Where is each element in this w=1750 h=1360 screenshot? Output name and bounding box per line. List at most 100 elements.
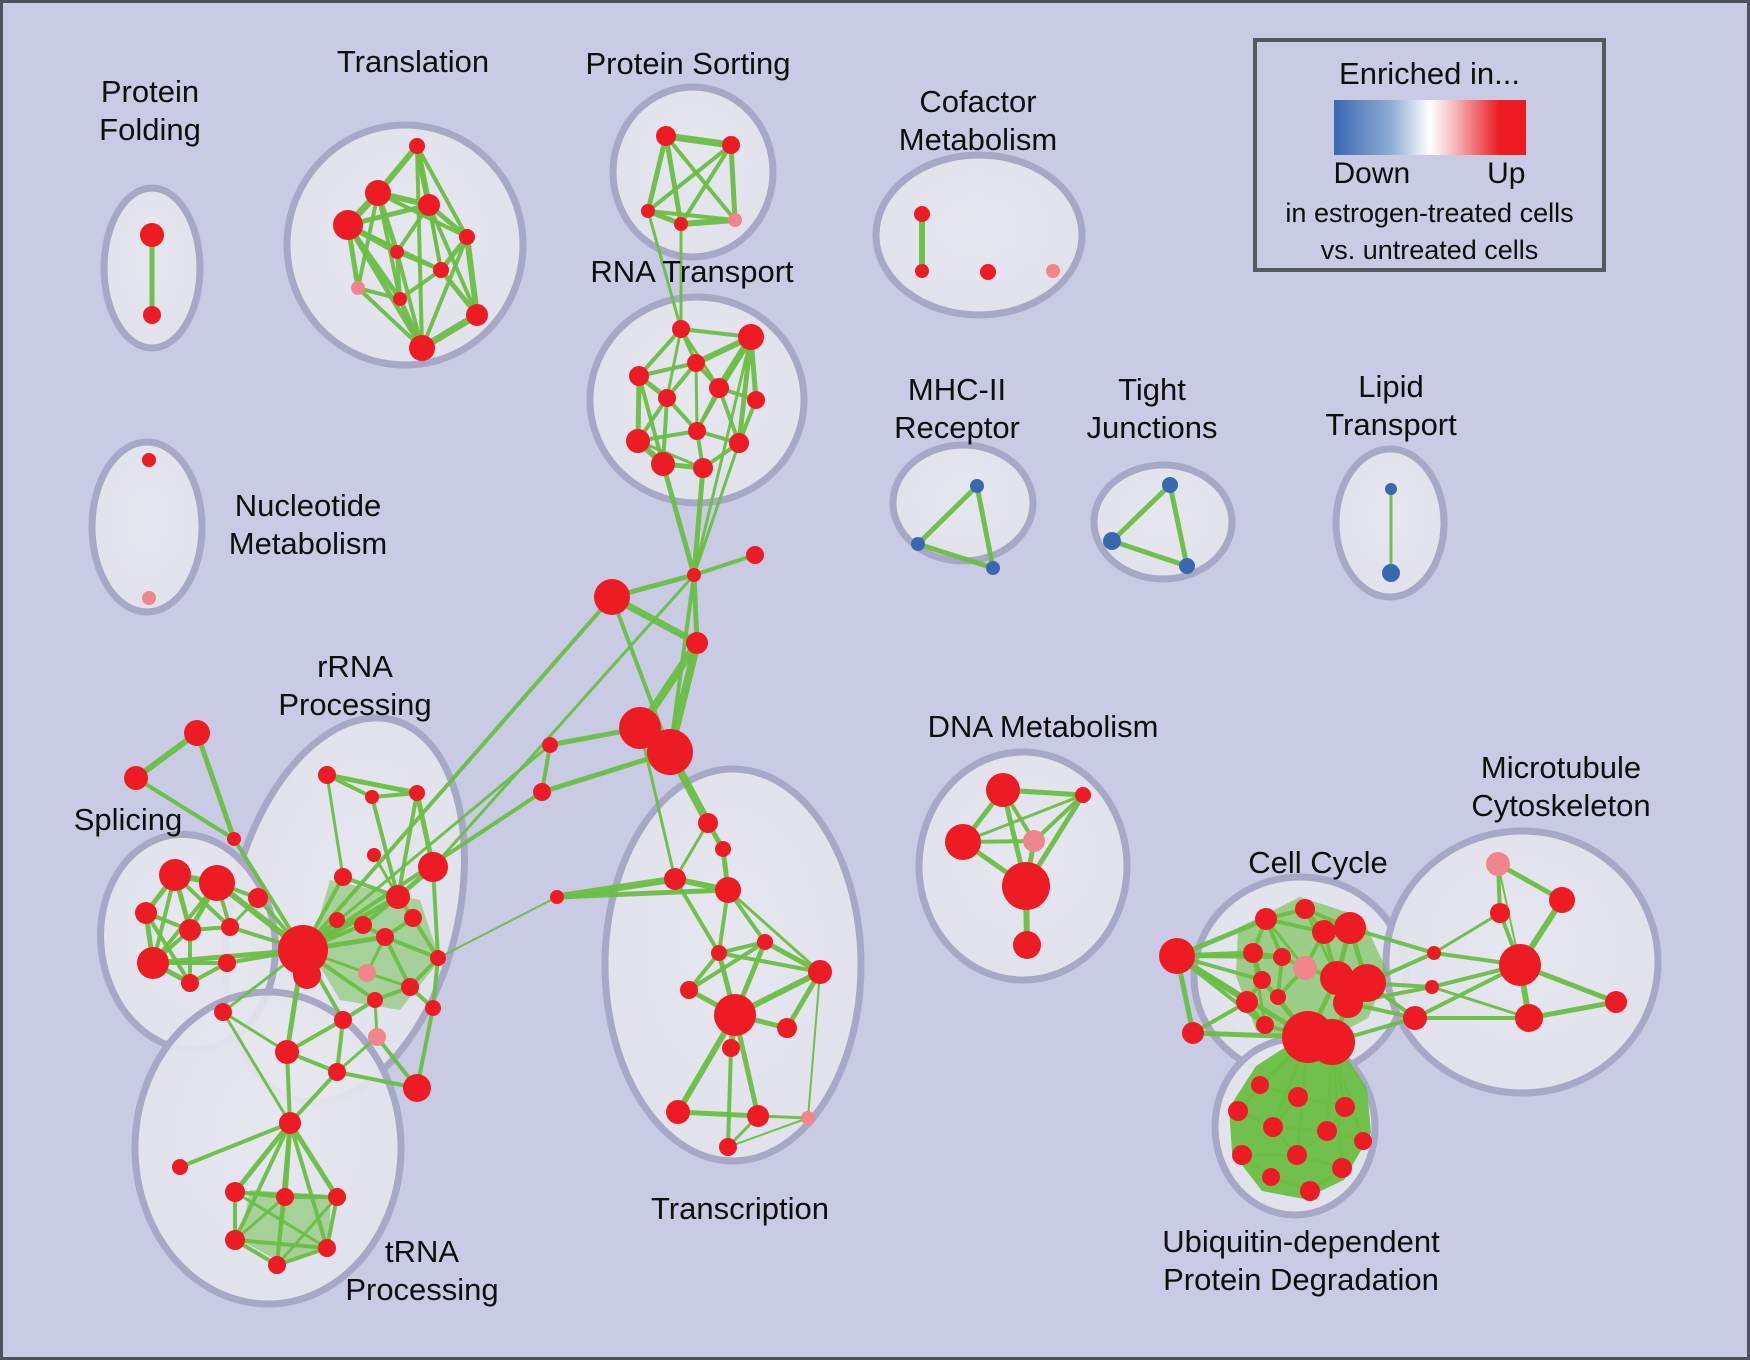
gene-set-node-cc1[interactable] (1159, 938, 1195, 974)
gene-set-node-ch7[interactable] (542, 737, 558, 753)
gene-set-node-tn6[interactable] (268, 1256, 286, 1274)
gene-set-node-rr7[interactable] (386, 885, 410, 909)
gene-set-node-tn4[interactable] (225, 1230, 245, 1250)
gene-set-node-tn3[interactable] (328, 1188, 346, 1206)
gene-set-node-ub6[interactable] (1317, 1121, 1337, 1141)
gene-set-node-dn2[interactable] (1075, 787, 1091, 803)
gene-set-node-sp5[interactable] (221, 918, 239, 936)
gene-set-node-cc13[interactable] (1236, 991, 1258, 1013)
gene-set-node-ch8[interactable] (533, 783, 551, 801)
gene-set-node-tg3[interactable] (227, 832, 241, 846)
gene-set-node-rr22[interactable] (403, 1074, 431, 1102)
gene-set-node-cc3[interactable] (1255, 908, 1277, 930)
gene-set-node-cc10[interactable] (1320, 961, 1354, 995)
gene-set-node-sp7[interactable] (181, 974, 199, 992)
gene-set-node-sp9[interactable] (248, 888, 268, 908)
gene-set-node-rr19[interactable] (275, 1040, 299, 1064)
gene-set-node-tx10[interactable] (714, 994, 756, 1036)
gene-set-node-cc18[interactable] (1309, 1019, 1355, 1065)
gene-set-node-rr3[interactable] (409, 785, 425, 801)
gene-set-node-rr6[interactable] (418, 852, 448, 882)
gene-set-node-cc2[interactable] (1182, 1022, 1204, 1044)
gene-set-node-tr5[interactable] (459, 229, 475, 245)
gene-set-node-rr14[interactable] (401, 978, 419, 996)
gene-set-node-tx15[interactable] (801, 1111, 815, 1125)
gene-set-node-ps4[interactable] (674, 217, 688, 231)
gene-set-node-rt6[interactable] (658, 389, 676, 407)
gene-set-node-mc3[interactable] (1490, 903, 1510, 923)
gene-set-node-rt5[interactable] (709, 378, 729, 398)
gene-set-node-rr5[interactable] (334, 868, 352, 886)
gene-set-node-rr9[interactable] (354, 916, 372, 934)
gene-set-node-ps1[interactable] (656, 126, 676, 146)
gene-set-node-tn2[interactable] (276, 1188, 294, 1206)
gene-set-node-nu1[interactable] (142, 453, 156, 467)
gene-set-node-tn5[interactable] (318, 1239, 336, 1257)
gene-set-node-lp2[interactable] (1382, 564, 1400, 582)
gene-set-node-rr18[interactable] (368, 1028, 386, 1046)
gene-set-node-rr4[interactable] (367, 848, 381, 862)
gene-set-node-tx9[interactable] (680, 981, 698, 999)
gene-set-node-tr9[interactable] (393, 292, 407, 306)
gene-set-node-sp8[interactable] (218, 954, 236, 972)
gene-set-node-cc4[interactable] (1295, 899, 1315, 919)
gene-set-node-cf4[interactable] (1046, 264, 1060, 278)
gene-set-node-ch3[interactable] (594, 579, 630, 615)
gene-set-node-rr13[interactable] (358, 964, 376, 982)
gene-set-node-cc5[interactable] (1312, 920, 1336, 944)
gene-set-node-ub12[interactable] (1300, 1181, 1320, 1201)
gene-set-node-ub9[interactable] (1287, 1145, 1307, 1165)
gene-set-node-tx13[interactable] (666, 1100, 690, 1124)
gene-set-node-dn6[interactable] (1013, 931, 1041, 959)
gene-set-node-tx16[interactable] (719, 1138, 737, 1156)
gene-set-node-tn1[interactable] (225, 1182, 245, 1202)
gene-set-node-mc4[interactable] (1499, 944, 1541, 986)
gene-set-node-ps5[interactable] (728, 213, 742, 227)
gene-set-node-tj3[interactable] (1179, 558, 1195, 574)
gene-set-node-rr21[interactable] (214, 1003, 232, 1021)
gene-set-node-tr3[interactable] (333, 210, 363, 240)
gene-set-node-tx1[interactable] (698, 813, 718, 833)
gene-set-node-rrh[interactable] (278, 925, 328, 975)
gene-set-node-tr4[interactable] (418, 194, 440, 216)
gene-set-node-rr16[interactable] (425, 1000, 441, 1016)
gene-set-node-tx7[interactable] (711, 945, 727, 961)
gene-set-node-rt1[interactable] (672, 320, 690, 338)
gene-set-node-ch1[interactable] (687, 568, 701, 582)
gene-set-node-rt3[interactable] (687, 354, 705, 372)
gene-set-node-rr15[interactable] (367, 992, 383, 1008)
gene-set-node-ub2[interactable] (1288, 1087, 1308, 1107)
gene-set-node-tx5[interactable] (715, 877, 741, 903)
gene-set-node-cc7[interactable] (1243, 943, 1263, 963)
gene-set-node-dn4[interactable] (1023, 830, 1045, 852)
gene-set-node-tr8[interactable] (351, 281, 365, 295)
gene-set-node-rt8[interactable] (688, 422, 706, 440)
gene-set-node-pf2[interactable] (143, 306, 161, 324)
gene-set-node-cc16[interactable] (1256, 1016, 1274, 1034)
gene-set-node-cc8[interactable] (1273, 948, 1291, 966)
gene-set-node-mh1[interactable] (970, 479, 984, 493)
gene-set-node-sp6[interactable] (137, 947, 169, 979)
gene-set-node-mc2[interactable] (1549, 887, 1575, 913)
gene-set-node-ub11[interactable] (1262, 1168, 1280, 1186)
gene-set-node-mc5[interactable] (1515, 1004, 1543, 1032)
gene-set-node-trh[interactable] (279, 1112, 301, 1134)
gene-set-node-tg2[interactable] (124, 766, 148, 790)
gene-set-node-cc9[interactable] (1293, 956, 1317, 980)
gene-set-node-sp1[interactable] (159, 859, 191, 891)
gene-set-node-ub3[interactable] (1335, 1097, 1355, 1117)
gene-set-node-rr1[interactable] (318, 766, 336, 784)
gene-set-node-ch5[interactable] (619, 707, 661, 749)
gene-set-node-tx2[interactable] (550, 890, 564, 904)
gene-set-node-tx3[interactable] (664, 868, 686, 890)
gene-set-node-mh3[interactable] (986, 561, 1000, 575)
gene-set-node-ps2[interactable] (722, 136, 740, 154)
gene-set-node-tr2[interactable] (365, 180, 391, 206)
gene-set-node-dn5[interactable] (1002, 862, 1050, 910)
gene-set-node-tx6[interactable] (757, 934, 773, 950)
gene-set-node-cc15[interactable] (1333, 988, 1363, 1018)
gene-set-node-rt7[interactable] (747, 391, 765, 409)
gene-set-node-tr6[interactable] (390, 245, 404, 259)
gene-set-node-tx4[interactable] (715, 841, 731, 857)
gene-set-node-lp1[interactable] (1385, 483, 1397, 495)
